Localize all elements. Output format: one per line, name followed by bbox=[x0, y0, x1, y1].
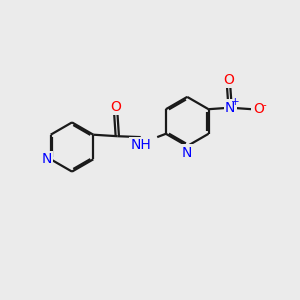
Text: O: O bbox=[110, 100, 121, 114]
Text: +: + bbox=[231, 97, 239, 107]
Text: -: - bbox=[262, 100, 266, 110]
Text: O: O bbox=[223, 73, 234, 86]
Text: N: N bbox=[182, 146, 192, 160]
Text: NH: NH bbox=[130, 138, 151, 152]
Text: N: N bbox=[225, 101, 235, 115]
Text: N: N bbox=[42, 152, 52, 166]
Text: O: O bbox=[253, 102, 264, 116]
